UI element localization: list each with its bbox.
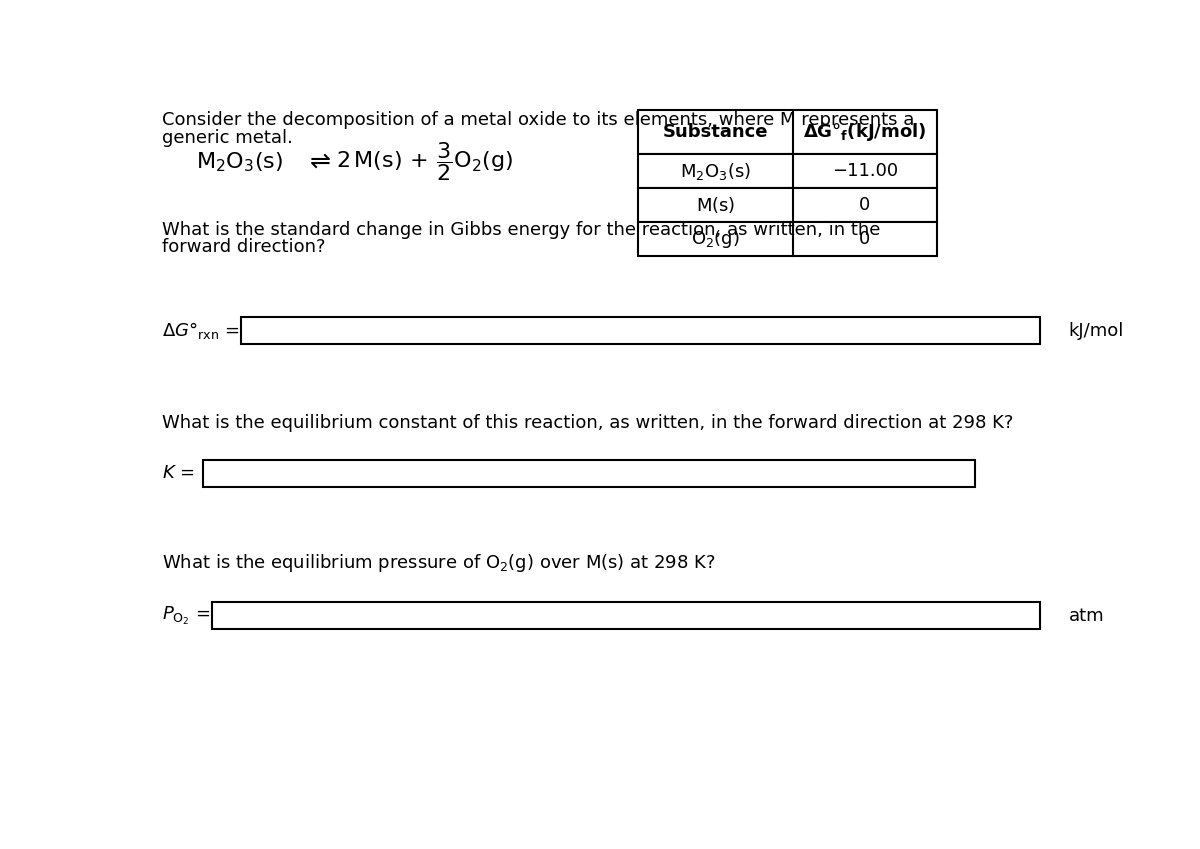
Bar xyxy=(638,110,937,155)
Text: generic metal.: generic metal. xyxy=(162,129,293,147)
Text: $\mathrm{M_2O_3(s)}$: $\mathrm{M_2O_3(s)}$ xyxy=(680,160,751,182)
Text: $\rightleftharpoons$: $\rightleftharpoons$ xyxy=(305,150,331,174)
Text: $P_{\mathrm{O_2}}$ =: $P_{\mathrm{O_2}}$ = xyxy=(162,604,210,627)
Bar xyxy=(203,460,976,486)
Text: $\mathrm{O_2(g)}$: $\mathrm{O_2(g)}$ xyxy=(691,228,740,250)
Text: Consider the decomposition of a metal oxide to its elements, where M represents : Consider the decomposition of a metal ox… xyxy=(162,111,914,129)
Text: Substance: Substance xyxy=(662,123,768,141)
Text: $\mathrm{M(s)}$: $\mathrm{M(s)}$ xyxy=(696,195,736,215)
Bar xyxy=(241,318,1039,345)
Bar xyxy=(212,603,1039,629)
Text: atm: atm xyxy=(1068,607,1104,625)
Text: $K$ =: $K$ = xyxy=(162,464,194,482)
Bar xyxy=(638,155,937,188)
Text: −11.00: −11.00 xyxy=(832,162,898,180)
Text: What is the equilibrium constant of this reaction, as written, in the forward di: What is the equilibrium constant of this… xyxy=(162,413,1013,432)
Text: What is the equilibrium pressure of $\mathrm{O_2(g)}$ over M(s) at 298 K?: What is the equilibrium pressure of $\ma… xyxy=(162,553,715,574)
Text: $\mathrm{2\,M(s)\,+\,\dfrac{3}{2}O_2(g)}$: $\mathrm{2\,M(s)\,+\,\dfrac{3}{2}O_2(g)}… xyxy=(336,140,514,183)
Bar xyxy=(638,222,937,256)
Text: kJ/mol: kJ/mol xyxy=(1068,322,1123,340)
Text: What is the standard change in Gibbs energy for the reaction, as written, in the: What is the standard change in Gibbs ene… xyxy=(162,222,880,239)
Bar xyxy=(638,188,937,222)
Text: $\Delta G°_{\mathrm{rxn}}$ =: $\Delta G°_{\mathrm{rxn}}$ = xyxy=(162,320,239,341)
Text: 0: 0 xyxy=(859,196,870,214)
Text: $\mathbf{\Delta}$$\mathbf{G°_f}$$\mathbf{(kJ/mol)}$: $\mathbf{\Delta}$$\mathbf{G°_f}$$\mathbf… xyxy=(803,121,926,143)
Text: forward direction?: forward direction? xyxy=(162,239,325,256)
Text: 0: 0 xyxy=(859,230,870,248)
Text: $\mathrm{M_2O_3(s)}$: $\mathrm{M_2O_3(s)}$ xyxy=(197,150,283,174)
